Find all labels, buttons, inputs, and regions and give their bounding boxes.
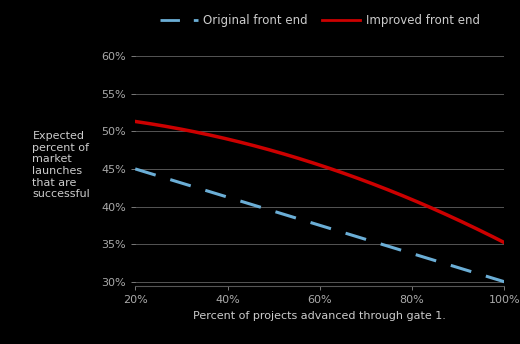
Y-axis label: Expected
percent of
market
launches
that are
successful: Expected percent of market launches that… [32, 131, 90, 199]
Original front end [483, 274, 489, 278]
Original front end [230, 197, 237, 201]
Improved front end [201, 132, 207, 136]
Original front end [132, 167, 138, 171]
Improved front end [470, 225, 476, 229]
Improved front end [230, 138, 237, 142]
Improved front end [483, 231, 489, 235]
Original front end [147, 171, 153, 175]
Improved front end [501, 240, 508, 245]
Line: Improved front end: Improved front end [135, 121, 504, 243]
X-axis label: Percent of projects advanced through gate 1.: Percent of projects advanced through gat… [193, 312, 446, 322]
Original front end [501, 280, 508, 284]
Line: Original front end: Original front end [135, 169, 504, 282]
Original front end [154, 174, 161, 178]
Legend: Original front end, Improved front end: Original front end, Improved front end [155, 10, 485, 32]
Improved front end [154, 123, 161, 127]
Original front end [201, 188, 207, 192]
Original front end [470, 270, 476, 274]
Improved front end [147, 122, 153, 126]
Improved front end [132, 119, 138, 123]
